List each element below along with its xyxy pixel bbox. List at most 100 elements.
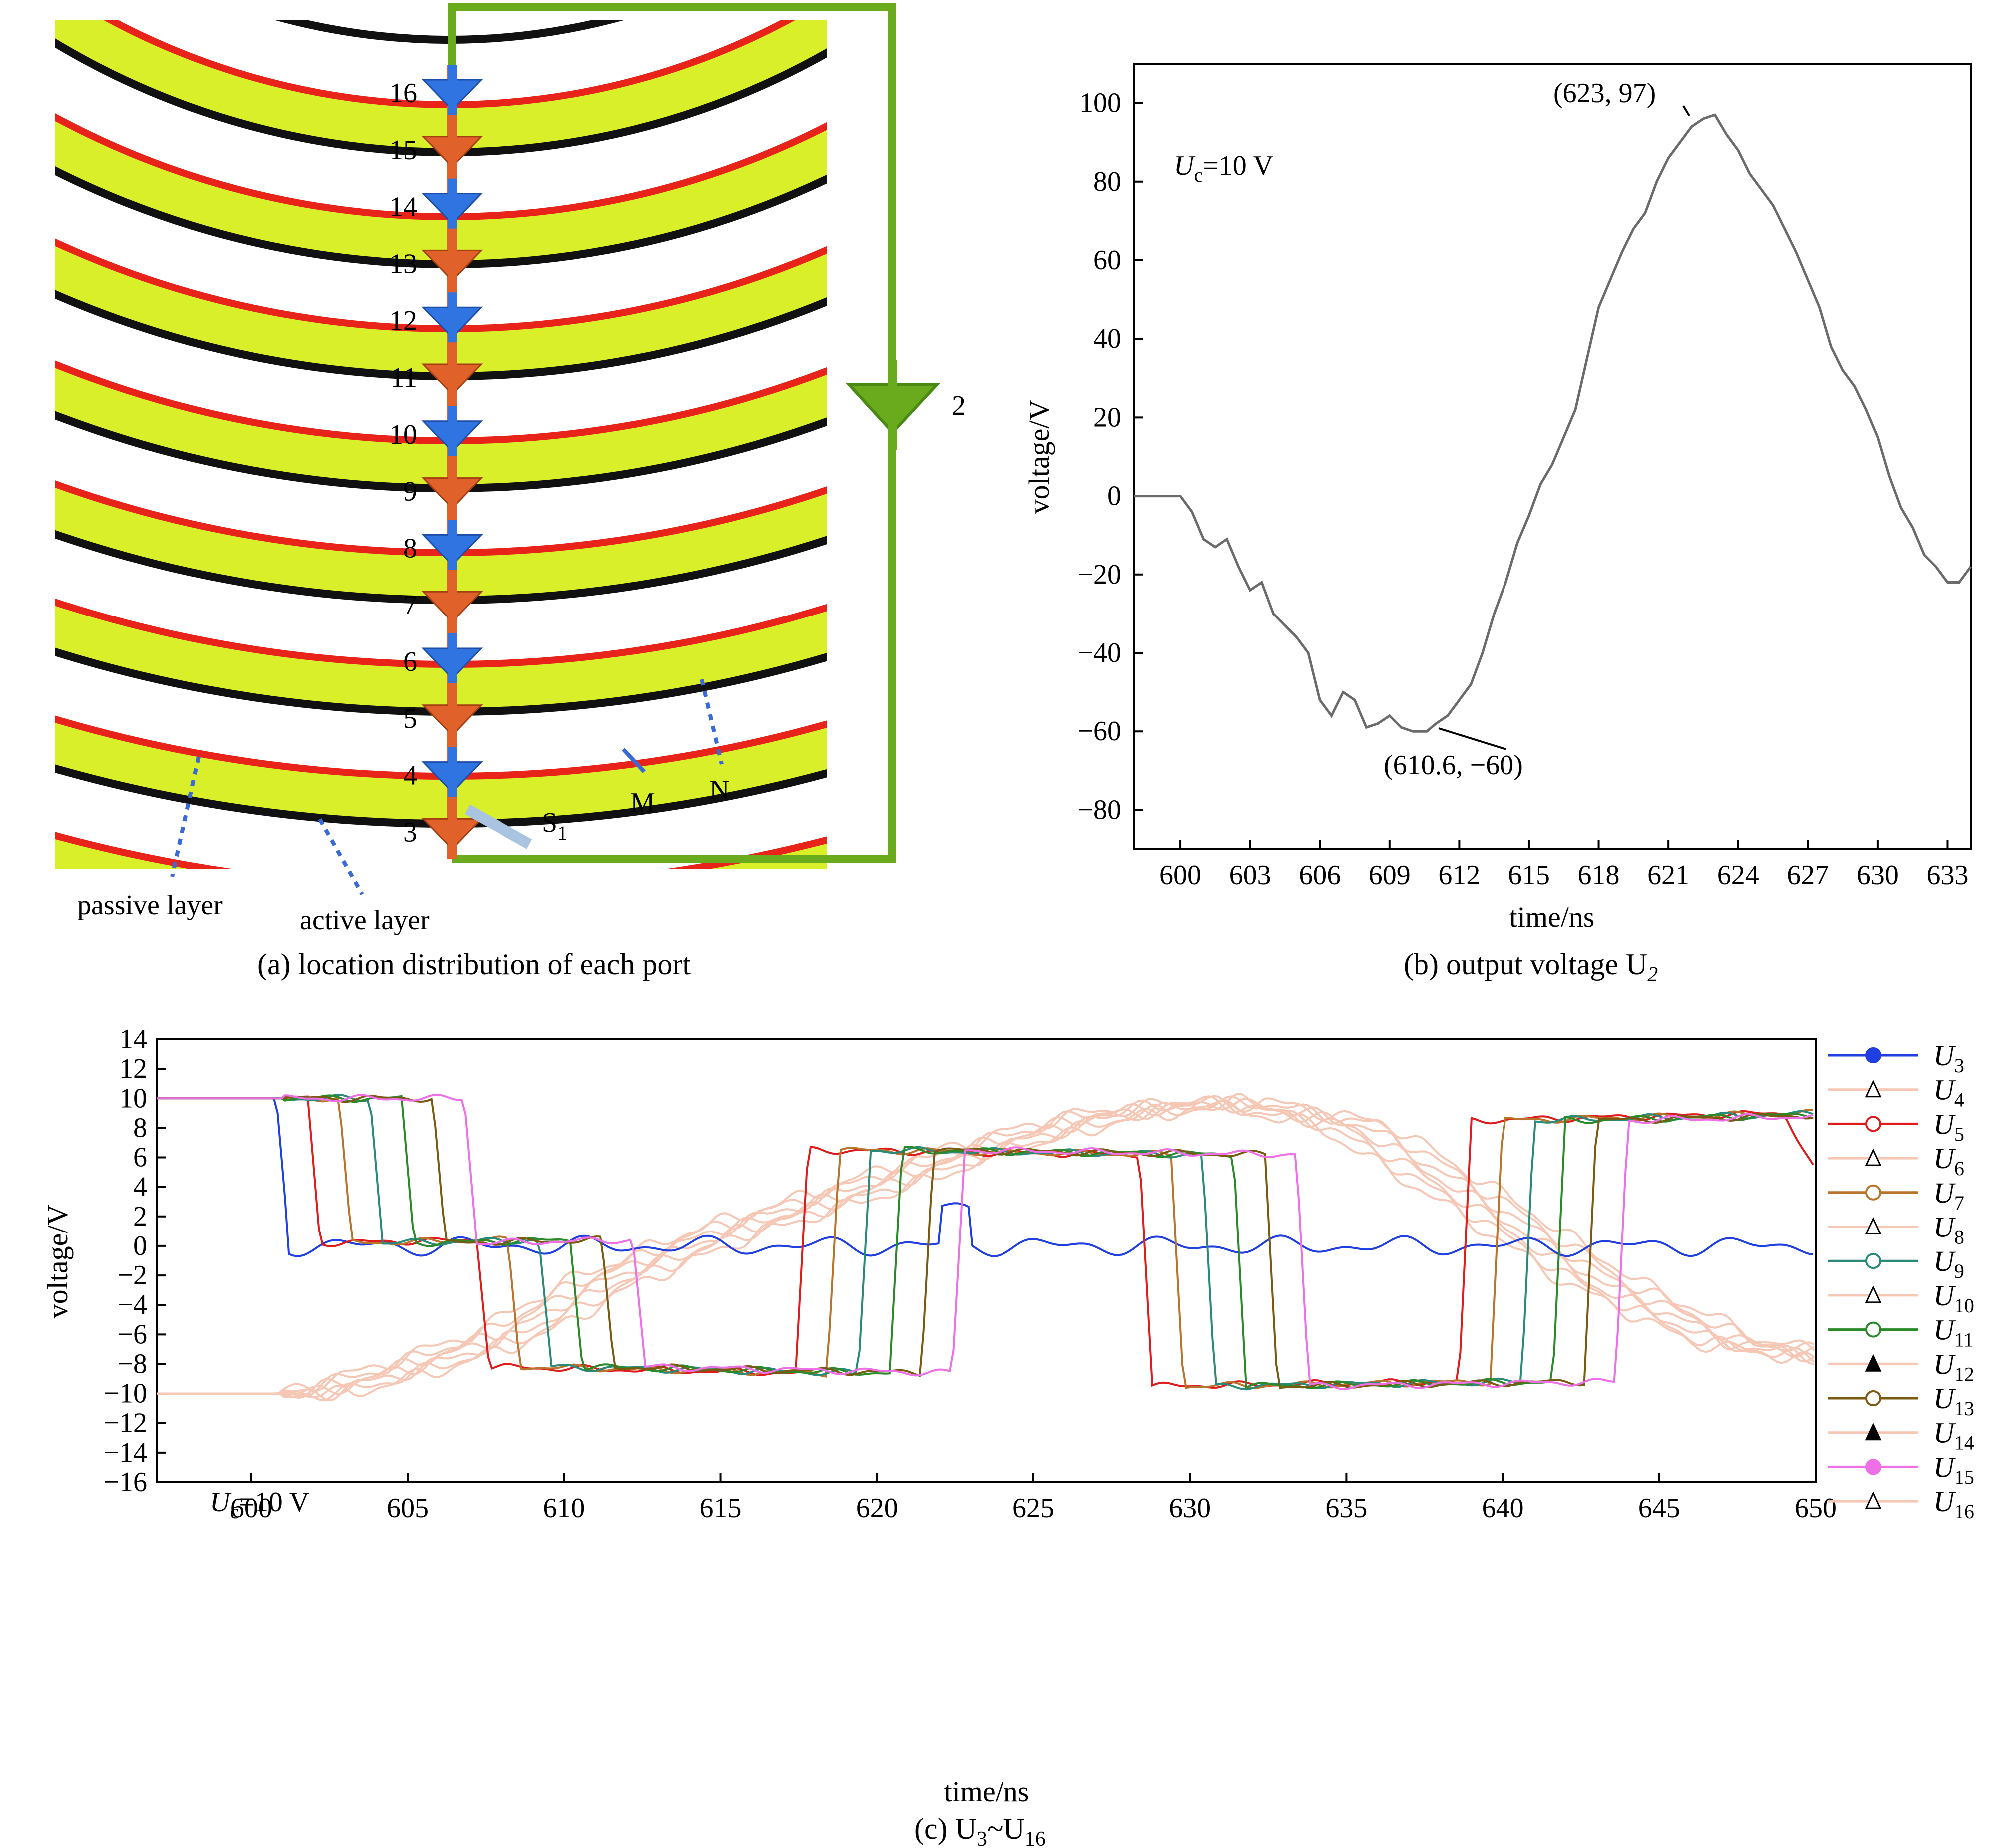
port-voltage-traces	[157, 1093, 1815, 1402]
port-marker	[421, 65, 483, 115]
panel-b-output-voltage: 600 603 606 609 612 615 618 621 624 627 630 6331008…	[1023, 63, 1972, 986]
x-tick-label-c: 610	[543, 1493, 585, 1524]
x-tick-label-b: 624	[1717, 860, 1759, 891]
winding-band	[55, 20, 827, 152]
y-tick-label-c: 10	[119, 1083, 147, 1114]
legend-marker	[1865, 1390, 1881, 1406]
port-2-loop-wire	[448, 3, 896, 863]
x-tick-label-c: 635	[1325, 1493, 1367, 1524]
winding-band	[55, 484, 827, 600]
min-annotation: (610.6, −60)	[1384, 750, 1523, 781]
winding-band	[55, 242, 827, 376]
legend-label: U16	[1933, 1485, 1974, 1523]
y-tick-label-c: −14	[103, 1437, 147, 1468]
min-leader	[1438, 727, 1506, 750]
x-tick-label-c: 620	[856, 1493, 898, 1524]
legend-marker	[1865, 1253, 1881, 1269]
port-label: 6	[403, 646, 417, 677]
legend-marker	[1865, 1321, 1881, 1338]
legend-label: U3	[1933, 1039, 1964, 1077]
port-marker	[421, 804, 483, 854]
x-tick-label-c: 615	[700, 1493, 742, 1524]
y-tick-label-c: −8	[117, 1348, 147, 1379]
port-label: 8	[403, 533, 417, 564]
peak-annotation: (623, 97)	[1553, 78, 1656, 109]
y-tick-label-c: 14	[119, 1024, 147, 1055]
port-marker	[421, 463, 483, 513]
x-tick-label-c: 630	[1169, 1493, 1211, 1524]
legend-item-u8: U8	[1828, 1211, 1964, 1248]
y-tick-label-c: −6	[117, 1319, 147, 1350]
trace-u5	[157, 1095, 1814, 1389]
y-tick-label-c: 4	[133, 1172, 147, 1203]
trace-u6	[157, 1095, 1815, 1397]
x-tick-label-c: 600	[230, 1493, 272, 1524]
x-tick-label-b: 615	[1508, 860, 1550, 891]
y-tick-label-c: 8	[133, 1112, 147, 1143]
port-label: 10	[389, 419, 417, 450]
port-label: 12	[389, 305, 417, 336]
legend-item-u13: U13	[1828, 1382, 1974, 1420]
y-tick-label-b: 0	[1107, 481, 1121, 512]
switch-label: S1	[542, 807, 567, 844]
legend-item-u10: U10	[1828, 1279, 1974, 1317]
x-axis-label-b: time/ns	[1509, 901, 1595, 933]
trace-u15	[157, 1094, 1814, 1390]
port-marker	[421, 577, 483, 627]
label-m: M	[630, 787, 655, 818]
legend-label: U11	[1933, 1314, 1973, 1351]
port-label: 16	[389, 78, 417, 109]
caption-c: (c) U3~U16	[914, 1812, 1046, 1848]
trace-u14	[157, 1095, 1815, 1402]
panel-a-port-diagram: 16 15 14 13 12 11 10 9 8 7 6 5 4 3 2 S1 M N passive l…	[55, 3, 966, 981]
x-axis-label-c: time/ns	[944, 1775, 1029, 1808]
legend-item-u12: U12	[1828, 1348, 1974, 1385]
port-marker	[421, 121, 483, 172]
x-tick-label-b: 621	[1647, 860, 1689, 891]
port-2-label: 2	[952, 390, 966, 421]
legend-item-u7: U7	[1828, 1177, 1964, 1214]
legend-marker	[1865, 1354, 1882, 1372]
y-tick-label-b: 100	[1079, 88, 1121, 119]
port-label: 9	[403, 476, 417, 507]
port-marker	[421, 520, 483, 570]
legend-item-u14: U14	[1828, 1417, 1974, 1454]
y-tick-label-b: −20	[1077, 559, 1121, 590]
plot-frame-b	[1133, 63, 1972, 850]
y-tick-label-b: 40	[1093, 323, 1121, 354]
x-tick-label-c: 605	[387, 1493, 429, 1524]
y-tick-label-c: −12	[103, 1408, 147, 1439]
legend-label: U8	[1933, 1211, 1964, 1248]
port-label: 14	[389, 192, 417, 223]
trace-u7	[157, 1096, 1814, 1389]
legend-item-u6: U6	[1828, 1142, 1964, 1180]
legend-item-u16: U16	[1828, 1485, 1974, 1523]
port-label: 15	[389, 135, 417, 166]
legend-item-u9: U9	[1828, 1245, 1964, 1282]
port-marker	[421, 406, 483, 456]
legend-label: U4	[1933, 1074, 1964, 1111]
y-tick-label-c: −10	[103, 1378, 147, 1409]
uc-annotation-c: Uc=10 V	[210, 1487, 309, 1523]
label-active: active layer	[300, 905, 430, 936]
x-tick-label-c: 645	[1638, 1493, 1680, 1524]
port-markers: 16 15 14 13 12 11 10 9 8 7 6 5 4 3	[389, 65, 483, 854]
legend-label: U15	[1933, 1451, 1974, 1488]
x-tick-label-b: 600	[1159, 860, 1201, 891]
legend-label: U13	[1933, 1382, 1974, 1420]
y-tick-label-b: 80	[1093, 166, 1121, 197]
uc-annotation-b: Uc=10 V	[1174, 150, 1273, 186]
series-u2-line	[1134, 113, 1972, 733]
callout-n	[700, 679, 724, 765]
switch-s1	[464, 804, 532, 849]
y-tick-label-b: 20	[1093, 402, 1121, 433]
port-marker	[421, 633, 483, 683]
port-marker	[421, 178, 483, 229]
port-label: 5	[403, 703, 417, 734]
x-tick-label-b: 633	[1926, 860, 1968, 891]
legend-marker	[1865, 1148, 1882, 1166]
port-label: 4	[403, 760, 417, 791]
port-marker	[421, 292, 483, 343]
port-2-marker	[846, 360, 940, 450]
